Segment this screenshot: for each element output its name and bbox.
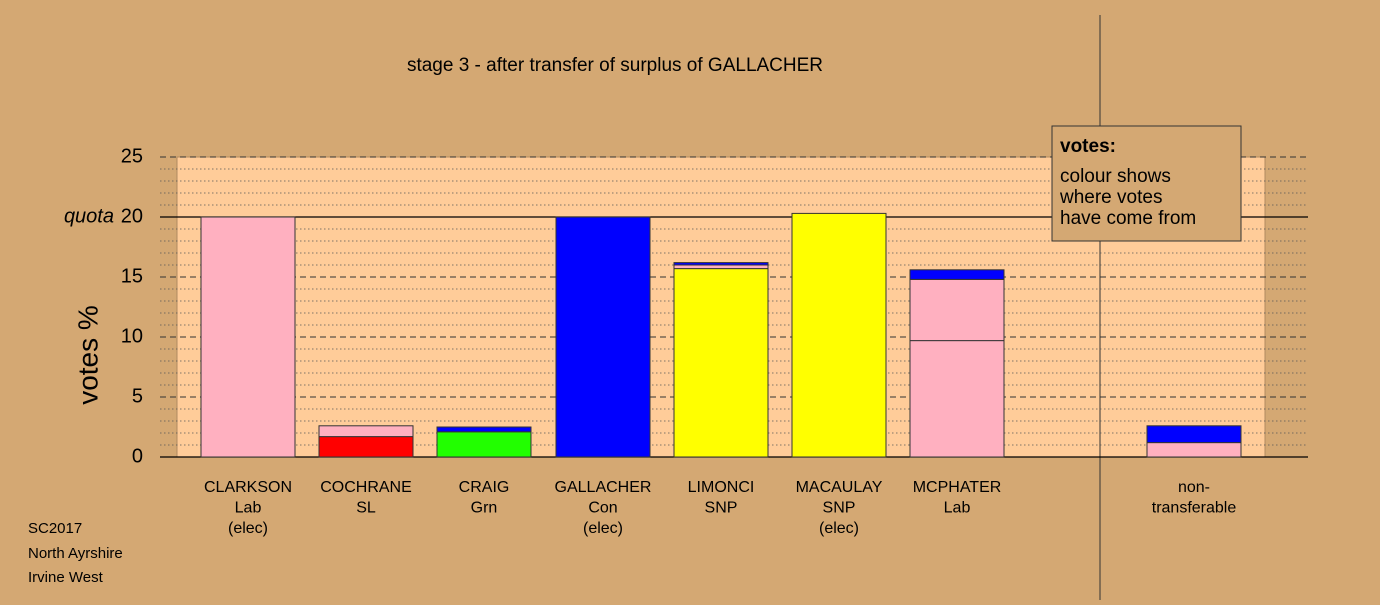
bar-segment	[673, 268, 769, 458]
quota-label: quota	[64, 205, 114, 227]
x-tick-label: (elec)	[228, 520, 268, 537]
bar-segment	[436, 426, 532, 433]
y-tick-label: 15	[121, 265, 143, 287]
x-tick-label: SNP	[705, 500, 738, 517]
x-tick-label: CRAIG	[459, 479, 510, 496]
x-tick-label: (elec)	[583, 520, 623, 537]
x-tick-label: SL	[356, 500, 376, 517]
legend-text: where votes	[1059, 187, 1162, 208]
bar-segment	[909, 278, 1005, 342]
x-tick-label: Grn	[471, 500, 498, 517]
x-tick-label: LIMONCI	[688, 479, 755, 496]
y-axis-label: votes %	[72, 305, 103, 405]
x-tick-label: CLARKSON	[204, 479, 292, 496]
x-tick-label: GALLACHER	[555, 479, 652, 496]
bar-segment	[318, 436, 414, 458]
x-tick-label: Con	[588, 500, 617, 517]
x-tick-label: non-	[1178, 479, 1210, 496]
bars	[200, 212, 1242, 458]
footer-text: North Ayrshire	[28, 545, 123, 562]
x-tick-label: SNP	[823, 500, 856, 517]
x-tick-label: MCPHATER	[913, 479, 1002, 496]
x-tick-label: (elec)	[819, 520, 859, 537]
labels: 0 5 10 15 20 25 quota CLARKSON Lab (elec) COCHRANE…	[64, 145, 1236, 537]
bar-segment	[318, 425, 414, 438]
legend-box	[1051, 125, 1242, 242]
x-tick-label: transferable	[1152, 500, 1237, 517]
bar-segment	[436, 431, 532, 458]
x-tick-label: Lab	[944, 500, 971, 517]
bar-segment	[673, 262, 769, 266]
bar-segment	[555, 216, 651, 458]
x-tick-label: COCHRANE	[320, 479, 412, 496]
footer-text: SC2017	[28, 520, 82, 537]
bar-segment	[791, 212, 887, 458]
y-tick-label: 25	[121, 145, 143, 167]
bar-segment	[200, 216, 296, 458]
legend-title: votes:	[1060, 136, 1116, 157]
y-tick-label: 20	[121, 205, 143, 227]
x-tick-label: Lab	[235, 500, 262, 517]
y-tick-label: 5	[132, 385, 143, 407]
legend-text: have come from	[1060, 208, 1196, 229]
x-tick-label: MACAULAY	[796, 479, 883, 496]
chart-title: stage 3 - after transfer of surplus of G…	[407, 55, 823, 76]
legend-text: colour shows	[1060, 166, 1171, 187]
legend: votes: colour shows where votes have com…	[1051, 125, 1242, 242]
footer-text: Irvine West	[28, 569, 104, 586]
bar-segment	[1146, 442, 1242, 458]
bar-segment	[1146, 425, 1242, 444]
y-tick-label: 10	[121, 325, 143, 347]
bar-segment	[909, 340, 1005, 458]
y-tick-label: 0	[132, 445, 143, 467]
bar-segment	[909, 269, 1005, 280]
bar-segment	[673, 264, 769, 270]
